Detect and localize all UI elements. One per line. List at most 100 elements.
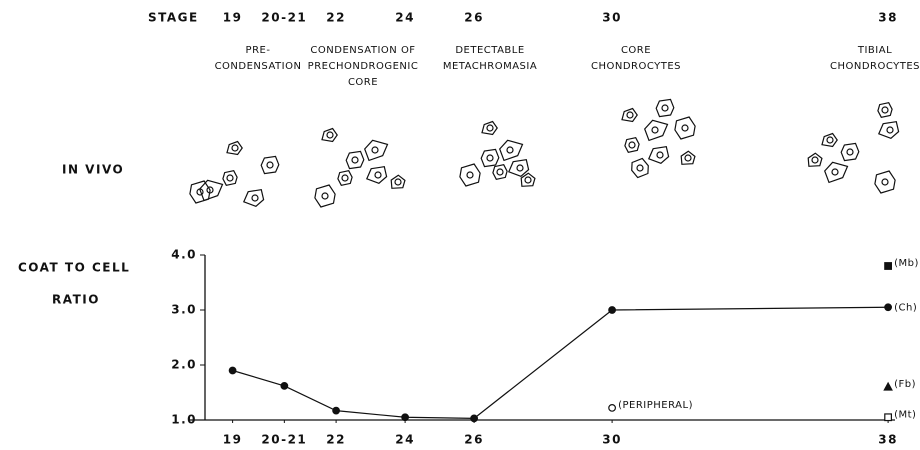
phase-label: PRE- bbox=[246, 45, 271, 56]
cell-nucleus bbox=[847, 149, 853, 155]
stage-number: 38 bbox=[878, 11, 898, 25]
in-vivo-label: IN VIVO bbox=[62, 163, 124, 177]
data-point bbox=[885, 263, 892, 270]
stage-label: STAGE bbox=[148, 11, 199, 25]
cell-outline bbox=[482, 122, 497, 135]
series-label: (Ch) bbox=[894, 302, 917, 313]
cell-nucleus bbox=[227, 175, 233, 181]
cell-nucleus bbox=[627, 112, 633, 118]
cell-drawings bbox=[190, 99, 899, 207]
stage-number: 22 bbox=[326, 11, 346, 25]
cell-outline bbox=[500, 140, 523, 160]
y-tick-label: 1.0 bbox=[171, 413, 197, 427]
x-tick-label: 26 bbox=[464, 433, 484, 447]
cell-nucleus bbox=[467, 172, 473, 178]
x-tick-label: 24 bbox=[395, 433, 415, 447]
cell-nucleus bbox=[342, 175, 348, 181]
cell-nucleus bbox=[487, 155, 493, 161]
cell-nucleus bbox=[882, 107, 888, 113]
stage-number: 24 bbox=[395, 11, 415, 25]
series-line bbox=[233, 307, 889, 418]
cell-nucleus bbox=[887, 127, 893, 133]
data-point bbox=[229, 367, 236, 374]
phase-label: TIBIAL bbox=[857, 45, 892, 56]
x-tick-label: 20-21 bbox=[261, 433, 307, 447]
cell-nucleus bbox=[375, 172, 381, 178]
series-label: (PERIPHERAL) bbox=[618, 400, 693, 411]
cell-nucleus bbox=[652, 127, 658, 133]
figure: STAGE IN VIVO COAT TO CELL RATIO 1.0 2.0 3… bbox=[0, 0, 920, 450]
data-point bbox=[609, 405, 616, 412]
cell-nucleus bbox=[507, 147, 513, 153]
cell-outline bbox=[808, 153, 822, 166]
cell-outline bbox=[875, 171, 895, 193]
cell-outline bbox=[338, 171, 352, 186]
cell-nucleus bbox=[629, 142, 635, 148]
cell-outline bbox=[622, 109, 637, 122]
cell-nucleus bbox=[252, 195, 258, 201]
cell-nucleus bbox=[327, 132, 333, 138]
phase-label: CONDENSATION bbox=[215, 61, 302, 72]
cell-outline bbox=[346, 151, 364, 168]
data-point bbox=[281, 383, 288, 390]
phase-label: PRECHONDROGENIC bbox=[308, 61, 419, 72]
cell-nucleus bbox=[827, 137, 833, 143]
cell-outline bbox=[822, 134, 837, 147]
cell-outline bbox=[460, 164, 480, 186]
cell-outline bbox=[649, 147, 669, 164]
phase-label: CORE bbox=[621, 45, 651, 56]
cell-outline bbox=[315, 185, 335, 207]
cell-nucleus bbox=[487, 125, 493, 131]
cell-nucleus bbox=[517, 165, 523, 171]
x-tick-label: 22 bbox=[326, 433, 346, 447]
cell-outline bbox=[645, 120, 668, 140]
stage-number: 19 bbox=[223, 11, 243, 25]
series-label: (Fb) bbox=[894, 379, 916, 390]
phase-label: METACHROMASIA bbox=[443, 61, 537, 72]
cell-nucleus bbox=[232, 145, 238, 151]
y-axis-label: RATIO bbox=[52, 293, 100, 307]
cell-outline bbox=[367, 167, 387, 184]
cell-outline bbox=[244, 190, 264, 207]
cell-nucleus bbox=[395, 179, 401, 185]
phase-label: DETECTABLE bbox=[455, 45, 524, 56]
data-point bbox=[333, 407, 340, 414]
cell-outline bbox=[878, 103, 892, 118]
cell-nucleus bbox=[685, 155, 691, 161]
cell-outline bbox=[632, 159, 649, 178]
cell-nucleus bbox=[372, 147, 378, 153]
series-label: (Mt) bbox=[894, 409, 916, 420]
cell-outline bbox=[227, 142, 242, 155]
cell-nucleus bbox=[832, 169, 838, 175]
cell-outline bbox=[825, 162, 848, 182]
x-tick-label: 30 bbox=[602, 433, 622, 447]
cell-outline bbox=[625, 138, 639, 153]
phase-label: CHONDROCYTES bbox=[830, 61, 920, 72]
cell-nucleus bbox=[267, 162, 273, 168]
y-tick-label: 2.0 bbox=[171, 358, 197, 372]
cell-outline bbox=[493, 165, 507, 180]
cell-outline bbox=[322, 129, 337, 142]
cell-outline bbox=[391, 175, 405, 188]
x-tick-label: 19 bbox=[223, 433, 243, 447]
cell-outline bbox=[509, 160, 529, 177]
cell-outline bbox=[879, 122, 899, 139]
data-point bbox=[884, 383, 892, 390]
y-tick-label: 4.0 bbox=[171, 248, 197, 262]
stage-number: 26 bbox=[464, 11, 484, 25]
phase-label: CONDENSATION OF bbox=[310, 45, 415, 56]
y-axis-label: COAT TO CELL bbox=[18, 261, 130, 275]
cell-nucleus bbox=[657, 152, 663, 158]
series-label: (Mb) bbox=[894, 258, 919, 269]
y-tick-label: 3.0 bbox=[171, 303, 197, 317]
x-tick-label: 38 bbox=[878, 433, 898, 447]
data-point bbox=[402, 414, 409, 421]
stage-number: 20-21 bbox=[261, 11, 307, 25]
cell-nucleus bbox=[812, 157, 818, 163]
data-point bbox=[609, 307, 616, 314]
phase-label: CORE bbox=[348, 77, 378, 88]
stage-number: 30 bbox=[602, 11, 622, 25]
cell-nucleus bbox=[637, 165, 643, 171]
cell-nucleus bbox=[682, 125, 688, 131]
cell-outline bbox=[365, 140, 388, 160]
